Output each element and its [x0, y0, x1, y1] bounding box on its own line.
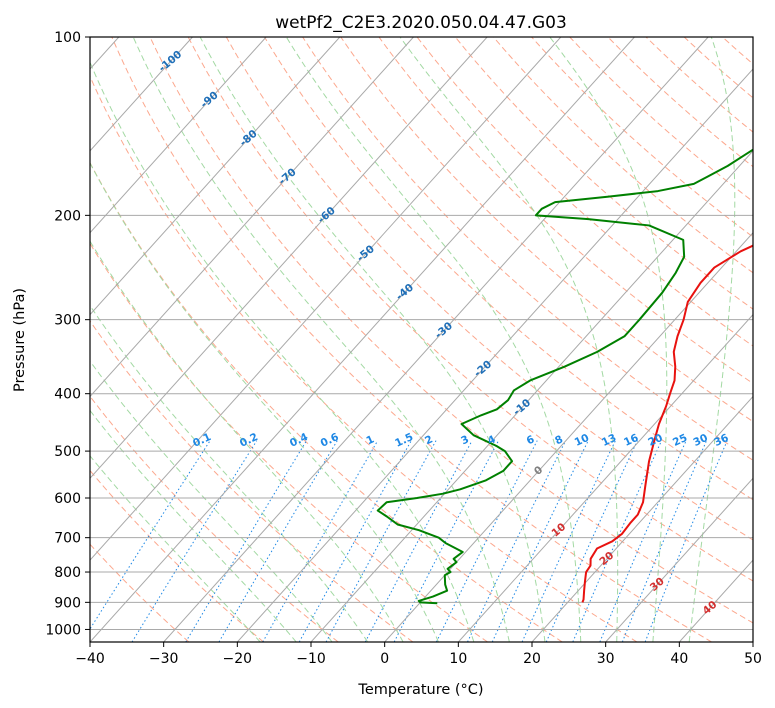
y-tick-label: 300 [54, 313, 81, 329]
dry-adiabat [340, 37, 753, 423]
mixing-ratio-label: 20 [646, 432, 664, 449]
dry-adiabat [90, 242, 488, 642]
isotherm [90, 37, 267, 234]
moist-adiabat [399, 37, 619, 642]
dry-adiabat [90, 161, 563, 642]
mixing-ratio-line [131, 440, 258, 642]
temperature-line [581, 244, 753, 603]
mixing-ratio-label: 4 [486, 433, 498, 447]
isotherm [163, 37, 709, 642]
mixing-ratio-line [545, 440, 638, 642]
x-tick-label: −20 [223, 651, 253, 667]
dry-adiabat [454, 37, 753, 310]
moist-adiabat [90, 455, 261, 642]
x-tick-label: 30 [597, 651, 615, 667]
y-tick-label: 400 [54, 387, 81, 403]
mixing-ratio-line [599, 440, 687, 642]
mixing-ratio-line [185, 440, 308, 642]
x-tick-label: 50 [744, 651, 762, 667]
moist-adiabat [199, 37, 546, 642]
isotherm [90, 37, 635, 642]
isotherm [384, 231, 753, 642]
moist-adiabat [90, 304, 369, 642]
mixing-ratio-label: 8 [553, 433, 565, 447]
mixing-ratio-label: 30 [691, 432, 709, 449]
y-tick-label: 1000 [45, 622, 81, 638]
chart-title: wetPf2_C2E3.2020.050.04.47.G03 [275, 13, 567, 33]
mixing-ratio-label: 13 [600, 432, 618, 449]
y-tick-label: 800 [54, 565, 81, 581]
isotherm [90, 37, 488, 480]
isotherm [90, 37, 341, 316]
x-tick-label: −40 [75, 651, 105, 667]
dry-adiabat [90, 469, 264, 642]
moist-adiabat [549, 37, 668, 642]
moist-adiabat [90, 240, 404, 642]
x-tick-label: 40 [670, 651, 688, 667]
y-tick-label: 600 [54, 491, 81, 507]
mixing-ratio-line [90, 440, 211, 630]
moist-adiabat [90, 61, 475, 642]
mixing-ratio-line [521, 440, 616, 642]
isotherm [90, 37, 193, 152]
y-tick-label: 100 [54, 30, 81, 46]
moist-adiabat [688, 37, 736, 642]
dry-adiabat [90, 543, 190, 642]
mixing-ratio-label: 1 [364, 433, 376, 447]
dry-adiabat [111, 37, 712, 642]
dry-adiabat [264, 37, 753, 501]
dry-adiabat [90, 75, 638, 642]
dry-adiabat [187, 37, 753, 582]
dry-adiabat [302, 37, 753, 461]
mixing-ratio-label: 36 [712, 432, 730, 449]
mixing-ratio-label: 10 [573, 432, 591, 449]
moist-adiabat [285, 37, 582, 642]
y-axis-title: Pressure (hPa) [12, 288, 28, 392]
dewpoint-line [376, 148, 753, 605]
y-tick-label: 900 [54, 595, 81, 611]
isotherm [605, 477, 753, 642]
y-tick-label: 200 [54, 208, 81, 224]
x-tick-label: 10 [449, 651, 467, 667]
background-lines [90, 37, 753, 642]
isotherm [90, 37, 562, 561]
isotherm [236, 68, 753, 642]
mixing-ratio-label: 25 [671, 432, 689, 449]
mixing-ratio-label: 16 [622, 432, 640, 449]
isotherm [457, 313, 753, 642]
x-tick-label: 0 [380, 651, 389, 667]
dry-adiabat [149, 37, 753, 624]
x-tick-label: 20 [523, 651, 541, 667]
mixing-ratio-line [325, 440, 437, 642]
x-axis-title: Temperature (°C) [357, 682, 483, 698]
moist-adiabat [90, 409, 297, 642]
isotherm [531, 395, 753, 642]
mixing-ratio-line [572, 440, 663, 642]
y-tick-label: 700 [54, 531, 81, 547]
plot-frame [89, 36, 754, 643]
mixing-ratio-line [435, 440, 538, 642]
mixing-ratio-line [467, 440, 567, 642]
profile-lines [376, 148, 753, 605]
mixing-ratio-line [218, 440, 338, 642]
x-axis: −40 −30 −20 −10 0 10 20 30 40 50 [75, 642, 762, 667]
x-tick-label: −10 [296, 651, 326, 667]
moist-adiabat [132, 37, 510, 642]
mixing-ratio-label: 6 [525, 433, 537, 447]
x-tick-label: −30 [149, 651, 179, 667]
isotherm [310, 150, 753, 642]
y-axis: 100 200 300 400 500 600 700 800 900 1000 [45, 30, 90, 638]
mixing-ratio-label: 3 [459, 433, 471, 447]
y-tick-label: 500 [54, 444, 81, 460]
isotherm [90, 37, 414, 398]
mixing-ratio-line [298, 440, 412, 642]
mixing-ratio-label: 2 [423, 433, 435, 447]
moist-adiabat [90, 161, 439, 642]
